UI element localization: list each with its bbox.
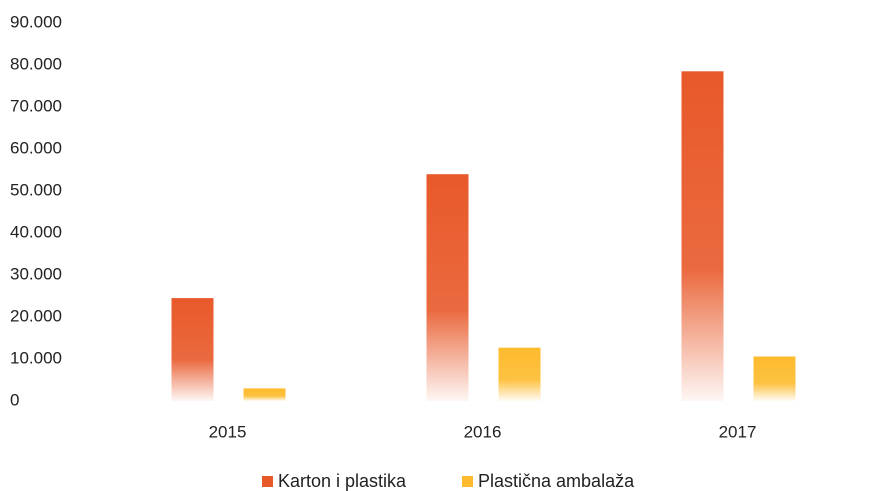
y-tick-label: 0: [10, 390, 19, 409]
x-tick-label: 2015: [209, 422, 247, 441]
legend-label: Karton i plastika: [278, 471, 407, 491]
legend-swatch: [462, 476, 473, 487]
bar: [426, 174, 469, 401]
bar: [753, 356, 796, 401]
bar: [681, 71, 724, 402]
x-tick-label: 2016: [464, 422, 502, 441]
y-tick-label: 90.000: [10, 12, 62, 31]
x-tick-label: 2017: [719, 422, 757, 441]
bar: [243, 388, 286, 401]
y-tick-label: 20.000: [10, 306, 62, 325]
y-tick-label: 80.000: [10, 54, 62, 73]
bar: [498, 347, 541, 401]
y-tick-label: 10.000: [10, 348, 62, 367]
y-tick-label: 40.000: [10, 222, 62, 241]
legend-swatch: [262, 476, 273, 487]
bar: [171, 298, 214, 401]
legend-label: Plastična ambalaža: [478, 471, 635, 491]
y-tick-label: 50.000: [10, 180, 62, 199]
y-tick-label: 70.000: [10, 96, 62, 115]
y-tick-label: 60.000: [10, 138, 62, 157]
y-tick-label: 30.000: [10, 264, 62, 283]
